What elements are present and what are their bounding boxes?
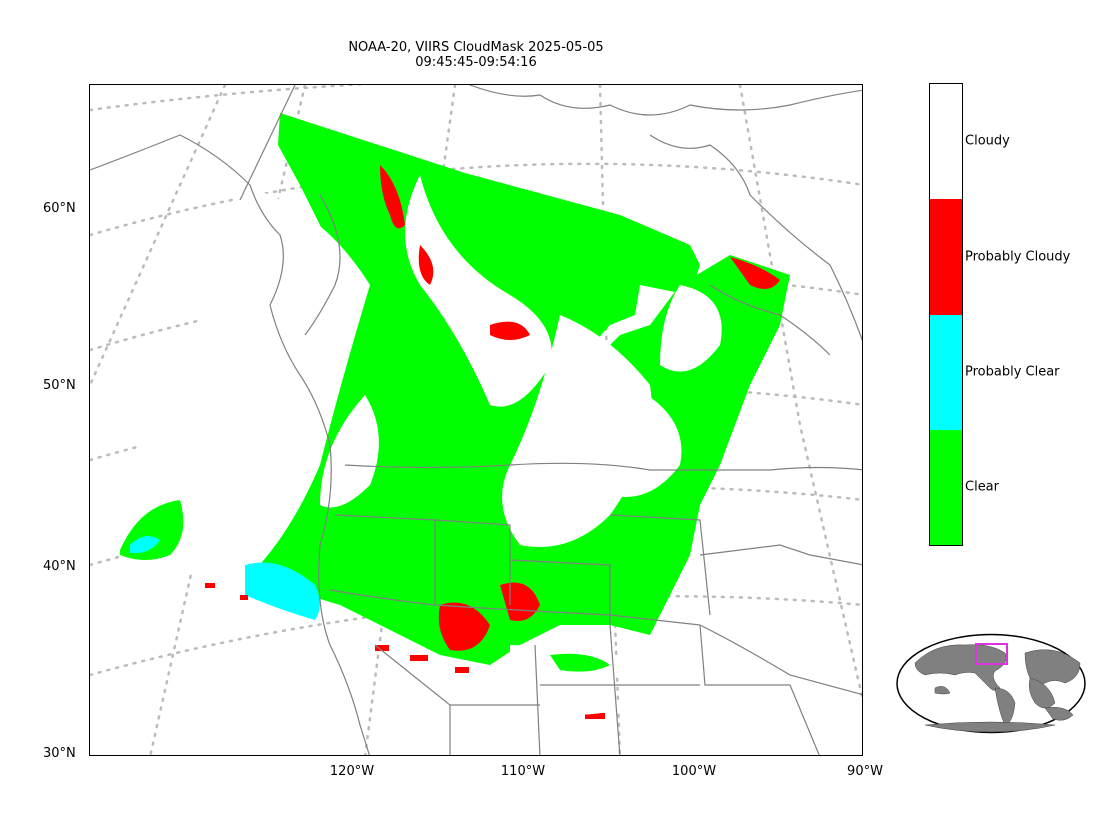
colorbar-segment-cloudy [930,84,962,200]
colorbar-label-clear: Clear [965,479,999,495]
map-panel [89,84,863,756]
lon-label-100w: 100°W [671,764,717,779]
map-canvas [90,85,862,755]
colorbar-label-cloudy: Cloudy [965,133,1010,149]
colorbar-label-probably-cloudy: Probably Cloudy [965,249,1071,265]
lat-label-50: 50°N [43,378,76,393]
title-line-2: 09:45:45-09:54:16 [415,55,537,70]
lat-label-60: 60°N [43,201,76,216]
world-inset-map [896,633,1086,734]
coastlines [90,85,862,755]
lon-label-90w: 90°W [847,764,883,779]
inset-region-box [975,643,1008,665]
lat-label-30: 30°N [43,746,76,761]
cloudmask-swath [120,113,790,719]
lon-label-110w: 110°W [500,764,546,779]
title-line-1: NOAA-20, VIIRS CloudMask 2025-05-05 [348,40,604,55]
colorbar-label-probably-clear: Probably Clear [965,364,1060,380]
colorbar-segment-probably-clear [930,314,962,430]
colorbar [929,83,963,546]
inset-landmasses [914,644,1081,733]
lon-label-120w: 120°W [329,764,375,779]
lat-label-40: 40°N [43,559,76,574]
colorbar-segment-clear [930,429,962,545]
colorbar-segment-probably-cloudy [930,199,962,315]
map-title: NOAA-20, VIIRS CloudMask 2025-05-05 09:4… [220,40,732,70]
